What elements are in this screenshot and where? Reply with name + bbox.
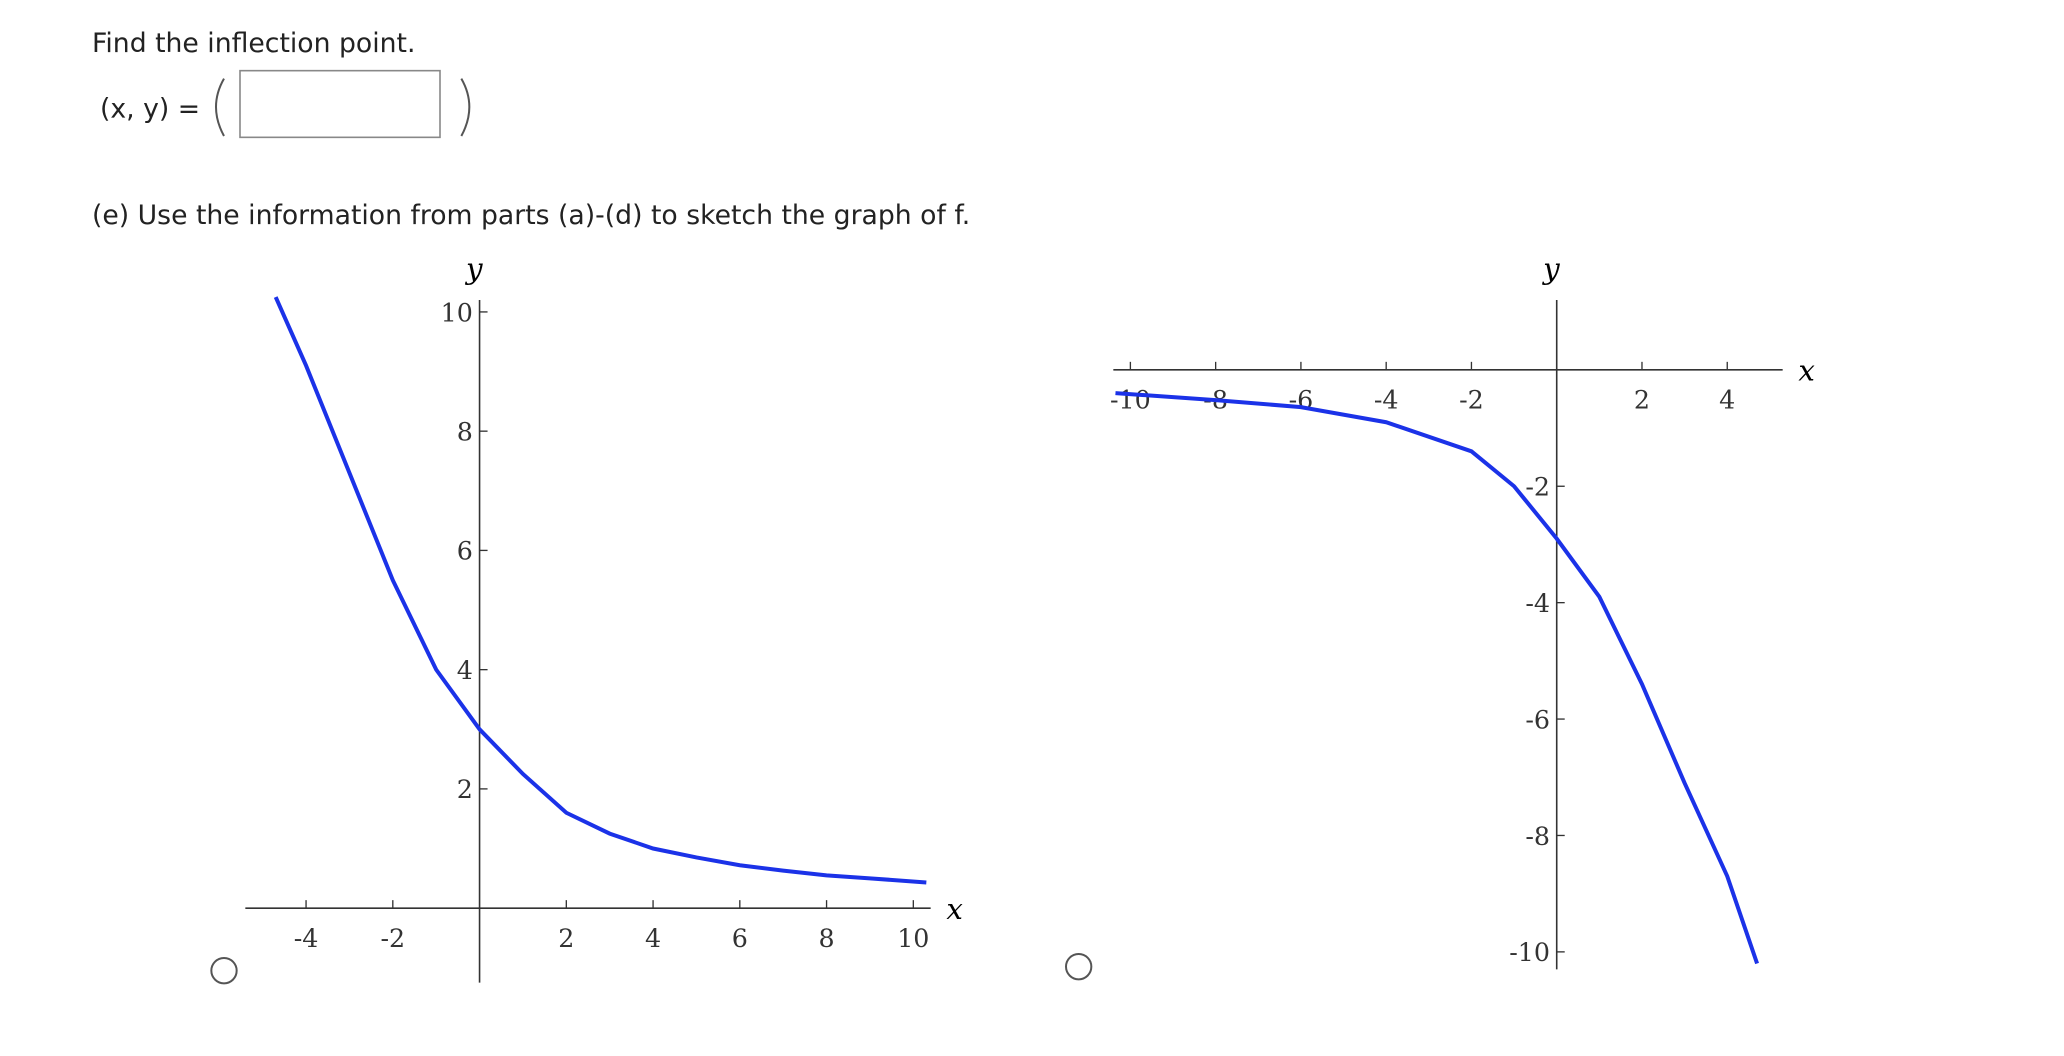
answer-input[interactable] [239,69,441,139]
question: Find the inflection point. [92,28,415,59]
paren-right [460,78,471,137]
curve [273,296,927,885]
x-tick-label: 4 [645,923,661,953]
y-tick-label: -2 [1525,472,1550,502]
curve [1115,391,1759,965]
x-axis-label: x [1798,354,1815,388]
x-tick-label: 2 [1634,385,1650,415]
y-tick-label: 10 [441,297,473,327]
x-tick-label: 6 [732,923,748,953]
x-tick-label: 4 [1719,385,1735,415]
y-tick-label: -10 [1509,937,1550,967]
x-tick-label: 8 [819,923,835,953]
x-tick-label: -10 [1110,385,1151,415]
x-axis-label: x [946,892,963,926]
y-tick-label: -8 [1525,821,1550,851]
y-tick-label: 4 [457,655,473,685]
y-tick-label: 2 [457,774,473,804]
y-axis-label: y [464,252,483,286]
x-tick-label: 2 [558,923,574,953]
y-tick-label: 8 [457,417,473,447]
radio-option[interactable] [210,957,238,985]
y-tick-label: -4 [1525,588,1550,618]
y-tick-label: 6 [457,536,473,566]
part-e: (e) Use the information from parts (a)-(… [92,200,970,231]
paren-left [215,78,225,137]
x-tick-label: -4 [1374,385,1399,415]
x-tick-label: -2 [380,923,405,953]
x-tick-label: 10 [897,923,929,953]
radio-option[interactable] [1064,953,1093,981]
y-tick-label: -6 [1525,704,1550,734]
y-axis-label: y [1541,252,1560,286]
x-tick-label: -2 [1459,385,1484,415]
answer-label: (x, y) = [100,93,200,124]
x-tick-label: -4 [294,923,319,953]
